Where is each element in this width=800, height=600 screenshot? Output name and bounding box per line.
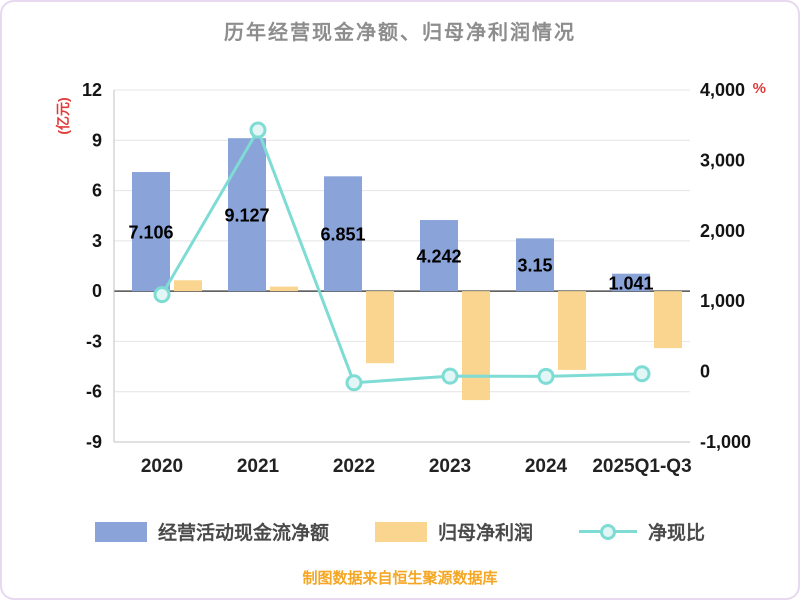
profit-bar [654, 291, 682, 349]
cash-bar [612, 273, 650, 292]
cash-bar-swatch-icon [94, 521, 147, 542]
ratio-marker [345, 374, 363, 392]
legend-label-profit: 归母净利润 [437, 523, 533, 544]
right-axis-unit: % [752, 80, 766, 97]
cash-bar [132, 172, 170, 292]
profit-bar [270, 286, 298, 292]
cash-bar [516, 238, 554, 292]
right-axis-tick: -1,000 [700, 432, 751, 452]
left-axis-tick: 0 [92, 281, 102, 301]
profit-bar [174, 280, 202, 292]
right-axis-tick: 3,000 [700, 150, 745, 170]
ratio-marker [633, 365, 651, 383]
ratio-marker [441, 367, 459, 385]
legend-item-ratio: 净现比 [579, 518, 705, 545]
ratio-marker [153, 286, 171, 304]
legend-item-cash: 经营活动现金流净额 [94, 518, 329, 545]
chart-legend: 经营活动现金流净额 归母净利润 净现比 [2, 518, 798, 545]
chart-canvas: 12 9 6 3 0 -3 -6 -9 4,000 3,000 2,000 1,000 0 -1,000 2… [82, 80, 751, 477]
profit-bar-swatch-icon [374, 521, 427, 542]
ratio-marker [249, 121, 267, 139]
ratio-line-swatch-icon [579, 522, 637, 542]
left-axis-tick: -6 [86, 382, 102, 402]
category-label: 2021 [237, 456, 280, 477]
bar-value-label: 9.127 [224, 206, 269, 226]
data-source-note: 制图数据来自恒生聚源数据库 [302, 570, 498, 587]
bar-value-label: 7.106 [128, 223, 173, 243]
ratio-line [160, 128, 644, 385]
legend-label-cash: 经营活动现金流净额 [157, 523, 329, 544]
profit-bar [366, 291, 394, 364]
bar-value-label: 6.851 [320, 225, 365, 245]
legend-item-profit: 归母净利润 [374, 518, 533, 545]
right-axis-tick: 2,000 [700, 221, 745, 241]
cash-bar [228, 138, 266, 292]
category-label: 2023 [429, 456, 471, 477]
left-axis-tick: 6 [92, 181, 102, 201]
cash-bar [420, 220, 458, 292]
left-axis-tick: -3 [86, 331, 102, 351]
right-axis-tick: 4,000 [700, 80, 745, 100]
category-label: 2020 [141, 456, 183, 477]
ratio-marker [537, 367, 555, 385]
profit-bar [462, 291, 490, 401]
profit-bar [558, 291, 586, 370]
chart-title: 历年经营现金净额、归母净利润情况 [224, 22, 576, 44]
left-axis-tick: -9 [86, 432, 102, 452]
left-axis-tick: 12 [82, 80, 102, 100]
cash-bar [324, 176, 362, 292]
bar-value-label: 3.15 [517, 256, 552, 276]
bar-value-label: 4.242 [416, 247, 461, 267]
left-axis-tick: 3 [92, 231, 102, 251]
category-label: 2024 [525, 456, 568, 477]
right-axis-tick: 1,000 [700, 291, 745, 311]
category-label: 2025Q1-Q3 [592, 456, 691, 477]
category-label: 2022 [333, 456, 375, 477]
right-axis-tick: 0 [700, 362, 710, 382]
bar-value-label: 1.041 [608, 273, 653, 293]
left-axis-tick: 9 [92, 130, 102, 150]
legend-label-ratio: 净现比 [648, 523, 706, 544]
